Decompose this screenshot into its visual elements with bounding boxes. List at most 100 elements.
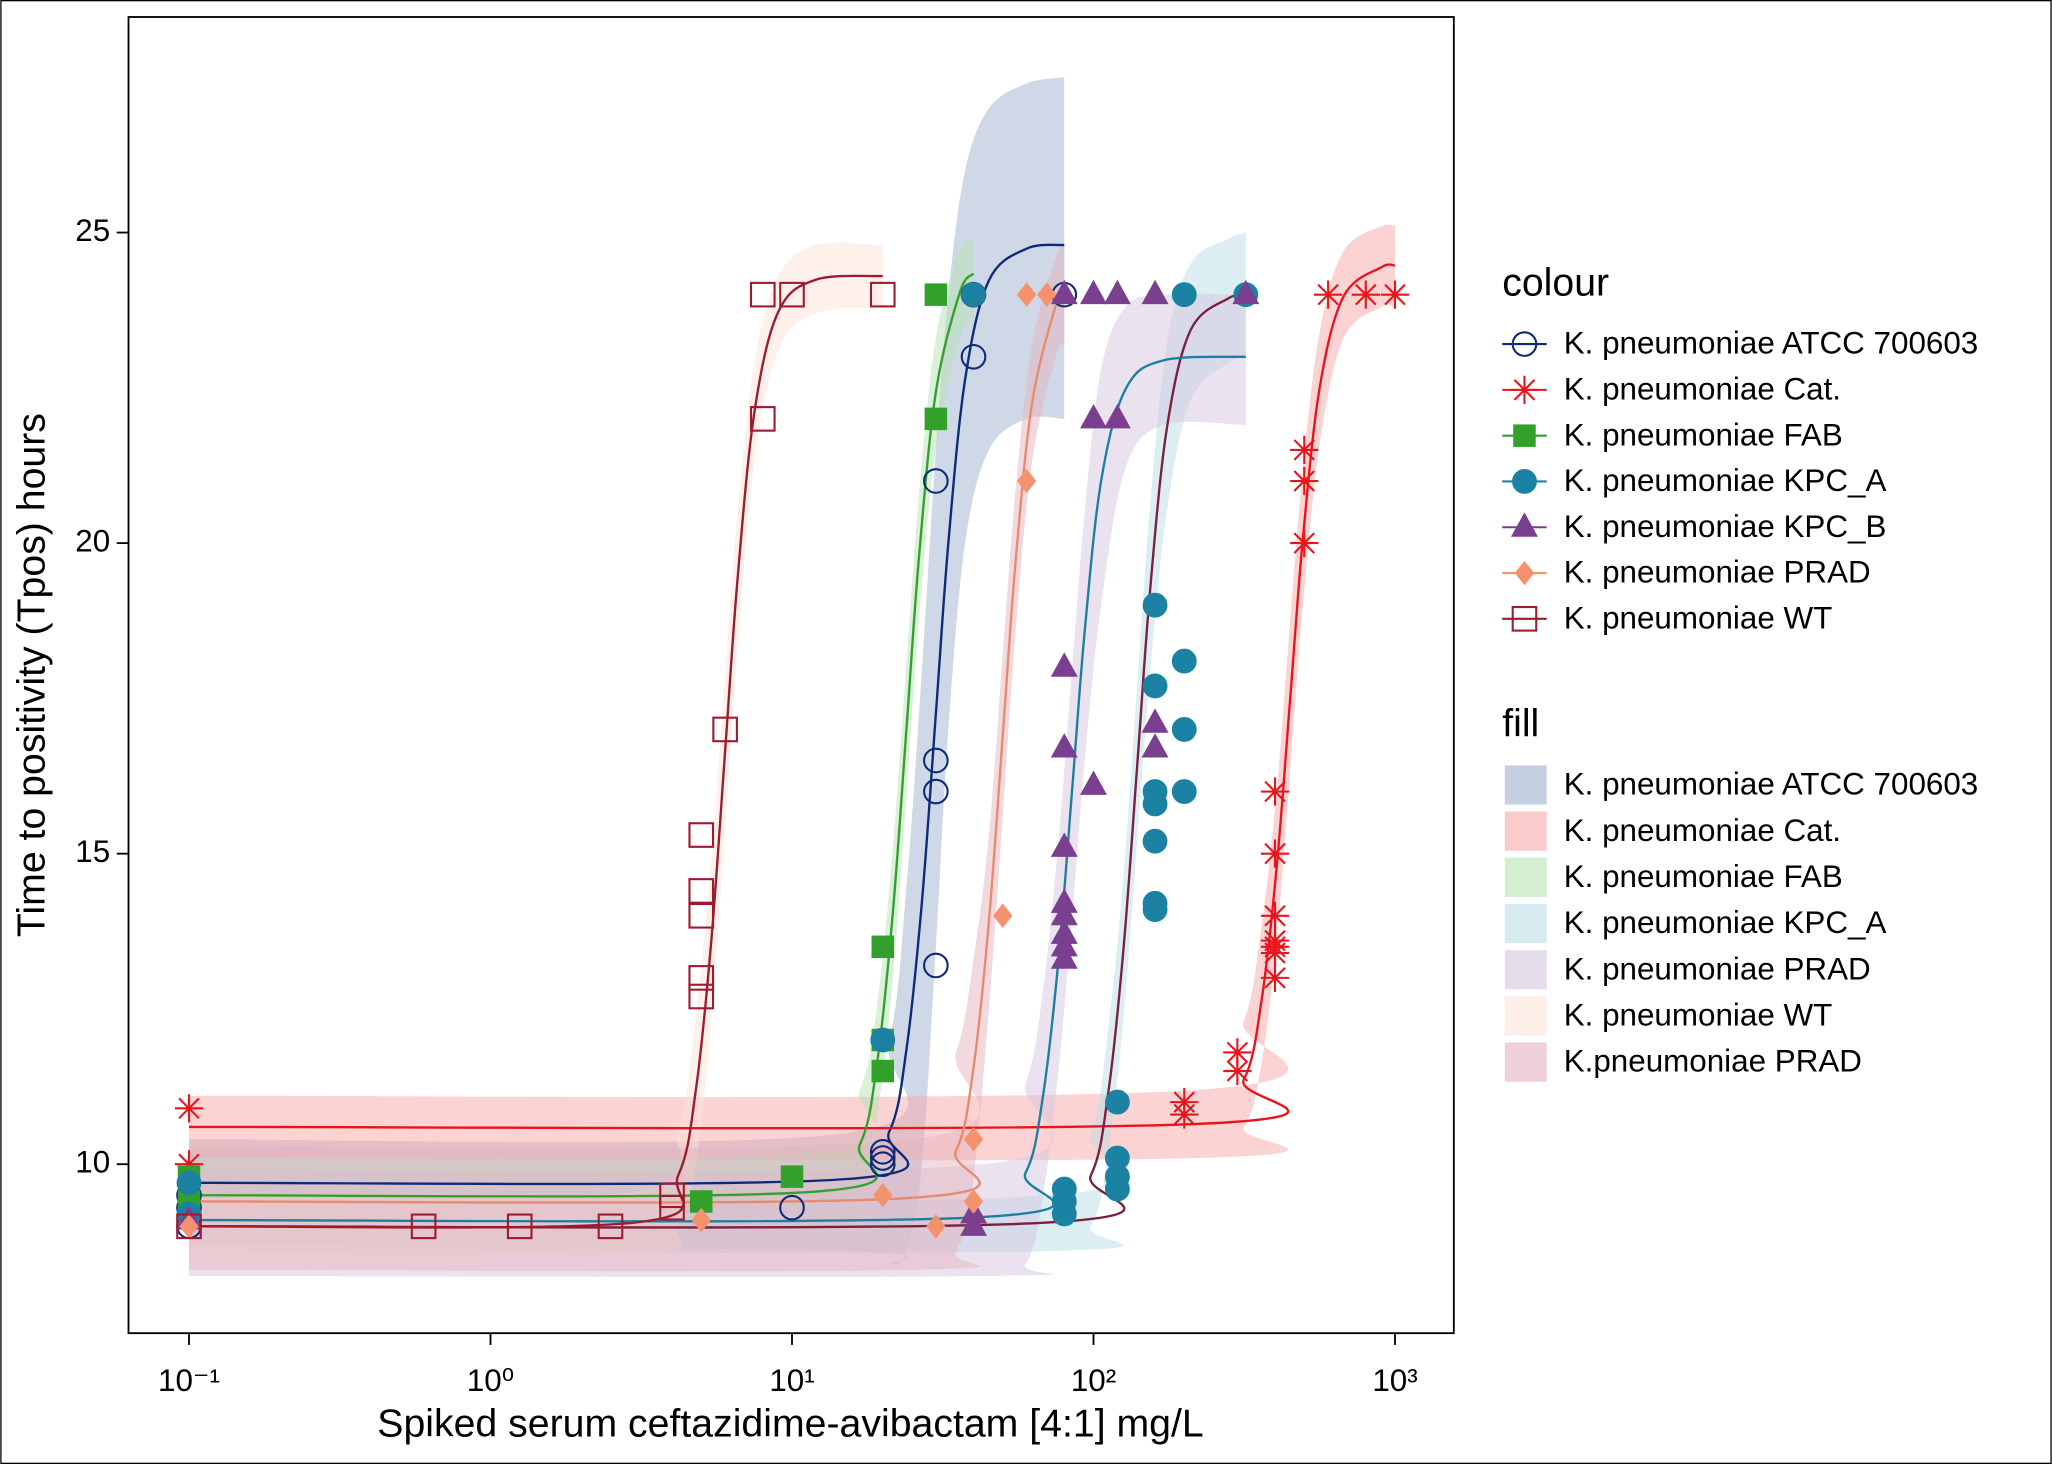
- point: [1380, 280, 1410, 309]
- point: [1050, 279, 1078, 305]
- point: [926, 1214, 946, 1239]
- point: [1050, 900, 1078, 926]
- point: [1050, 733, 1078, 758]
- point: [780, 1165, 804, 1188]
- point: [1170, 1087, 1199, 1117]
- point: [659, 1182, 685, 1209]
- fit-curve: [188, 290, 1066, 1204]
- legend-label: K. pneumoniae ATCC 700603: [1564, 326, 1979, 361]
- point: [688, 878, 715, 904]
- point: [1351, 280, 1380, 309]
- x-tick-label: 10³: [1372, 1363, 1417, 1398]
- fit-curve: [188, 272, 975, 1198]
- point: [506, 1213, 533, 1240]
- point: [1050, 919, 1078, 944]
- point: [993, 903, 1013, 929]
- point: [1290, 435, 1319, 465]
- point: [871, 1059, 895, 1083]
- point: [1171, 282, 1197, 308]
- point: [1141, 733, 1169, 758]
- confidence-ribbon: [188, 224, 1396, 1161]
- legend-label: K. pneumoniae KPC_A: [1564, 905, 1887, 940]
- point: [176, 1213, 202, 1240]
- point: [688, 983, 715, 1010]
- point: [688, 822, 715, 848]
- legend-label: K. pneumoniae Cat.: [1564, 371, 1841, 406]
- legend-swatch: [1504, 996, 1547, 1036]
- point: [597, 1213, 624, 1240]
- legend-label: K. pneumoniae PRAD: [1564, 951, 1871, 986]
- point: [1260, 963, 1290, 993]
- legend-label: K.pneumoniae PRAD: [1564, 1044, 1862, 1079]
- legend-marker: [1513, 424, 1536, 447]
- point: [1104, 1089, 1130, 1115]
- point: [1171, 648, 1197, 674]
- legend-marker: [1510, 375, 1539, 405]
- x-tick-label: 10²: [1071, 1363, 1116, 1398]
- legend-label: K. pneumoniae KPC_B: [1564, 509, 1887, 544]
- point: [869, 1145, 896, 1171]
- point: [1223, 1038, 1252, 1067]
- y-tick-label: 20: [75, 523, 110, 558]
- point: [1037, 282, 1057, 307]
- point: [1260, 926, 1290, 955]
- legend-swatch: [1504, 903, 1547, 944]
- point: [410, 1213, 437, 1240]
- fill-legend-title: fill: [1502, 701, 1539, 745]
- legend-marker: [1514, 560, 1535, 586]
- point: [1142, 890, 1168, 916]
- point: [1080, 279, 1107, 305]
- legend-swatch: [1504, 811, 1547, 851]
- point: [960, 1211, 987, 1236]
- legend-swatch: [1504, 857, 1547, 897]
- point: [688, 965, 715, 991]
- fit-curve: [188, 243, 1065, 1186]
- point: [1051, 1176, 1077, 1202]
- point: [873, 1183, 893, 1208]
- point: [1141, 279, 1169, 305]
- point: [963, 1189, 984, 1214]
- legend-marker: [1511, 331, 1538, 357]
- y-tick-label: 25: [75, 213, 110, 248]
- fit-curve: [188, 293, 1247, 1229]
- legend-swatch: [1504, 765, 1547, 805]
- point: [688, 902, 715, 929]
- fit-curve: [188, 274, 883, 1229]
- point: [176, 1170, 202, 1196]
- legend-swatch: [1504, 950, 1547, 990]
- point: [779, 1194, 805, 1221]
- point: [924, 407, 948, 431]
- legend-label: K. pneumoniae ATCC 700603: [1564, 767, 1979, 802]
- legend-marker: [1512, 469, 1537, 494]
- point: [712, 716, 738, 743]
- point: [1080, 770, 1107, 795]
- x-tick-label: 10¹: [769, 1363, 814, 1398]
- plot-area: [174, 77, 1410, 1277]
- point: [779, 281, 805, 308]
- point: [1260, 839, 1290, 868]
- point: [923, 468, 949, 494]
- point: [174, 1150, 204, 1179]
- point: [1016, 468, 1037, 494]
- point: [1313, 280, 1343, 309]
- colour-legend-title: colour: [1502, 261, 1609, 305]
- legend-label: K. pneumoniae PRAD: [1564, 555, 1871, 590]
- y-axis-title: Time to positivity (Tpos) hours: [10, 413, 54, 937]
- point: [869, 281, 896, 308]
- point: [1142, 673, 1168, 699]
- point: [1142, 828, 1168, 854]
- legend-swatch: [1504, 1042, 1547, 1082]
- point: [1050, 944, 1078, 969]
- point: [1103, 403, 1131, 429]
- point: [961, 282, 986, 308]
- point: [1290, 466, 1319, 496]
- point: [1171, 779, 1197, 804]
- point: [749, 281, 776, 308]
- x-tick-label: 10⁻¹: [158, 1363, 220, 1398]
- point: [1016, 282, 1037, 307]
- point: [869, 1151, 896, 1178]
- point: [870, 1027, 896, 1053]
- point: [749, 406, 776, 432]
- point: [1103, 279, 1131, 305]
